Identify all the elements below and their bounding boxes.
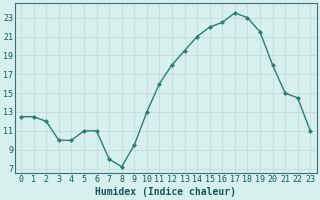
X-axis label: Humidex (Indice chaleur): Humidex (Indice chaleur) <box>95 186 236 197</box>
